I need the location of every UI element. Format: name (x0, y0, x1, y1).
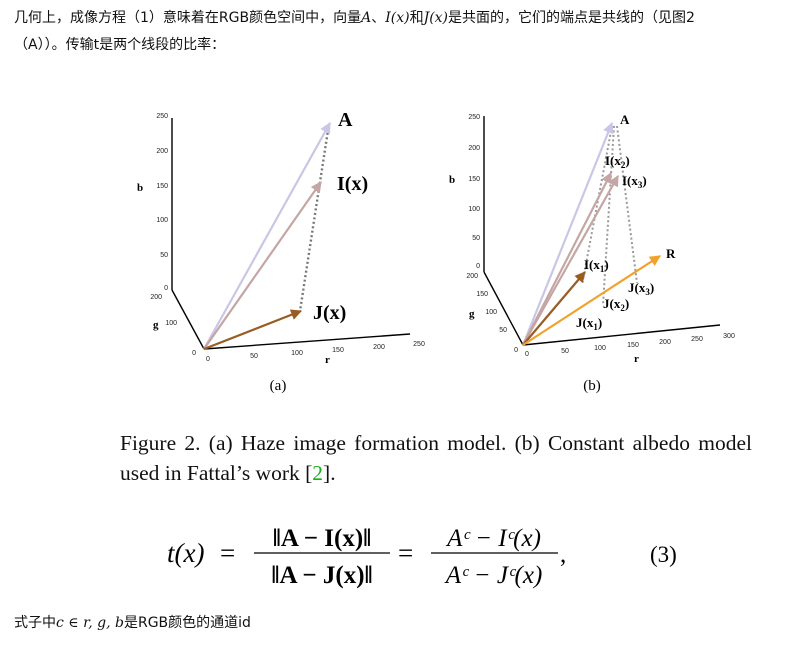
r-tick: 250 (691, 336, 703, 343)
r-tick: 300 (723, 333, 735, 340)
vector-a-symbol: A (361, 10, 372, 26)
numerator-2: Aᶜ − Iᶜ(x) (445, 525, 541, 552)
axis-r-label: r (325, 354, 330, 366)
b-tick: 250 (156, 113, 168, 120)
axis-r-label: r (634, 353, 639, 365)
r-tick: 0 (525, 351, 529, 358)
r-tick: 200 (659, 339, 671, 346)
r-tick: 100 (291, 350, 303, 357)
label-i: I(x) (337, 173, 368, 195)
axis-b-label: b (449, 174, 455, 186)
label-i-x1: I(x1) (584, 257, 609, 274)
axis-g (483, 271, 524, 346)
b-tick: 200 (156, 148, 168, 155)
b-tick: 0 (164, 285, 168, 292)
r-tick: 150 (627, 342, 639, 349)
numerator-1: ‖A − I(x)‖ (273, 525, 372, 552)
axis-g (171, 289, 205, 350)
b-tick: 100 (468, 206, 480, 213)
denominator-2: Aᶜ − Jᶜ(x) (444, 562, 543, 589)
b-tick: 50 (160, 252, 168, 259)
airlight-vector (203, 122, 331, 350)
figure-caption: Figure 2. (a) Haze image formation model… (120, 431, 752, 485)
g-tick: 50 (499, 327, 507, 334)
label-a: A (338, 109, 353, 131)
hazy-vector (203, 181, 322, 350)
dotted-line (298, 123, 331, 312)
citation-link[interactable]: 2 (312, 461, 324, 485)
paragraph-line-2: （A））。传输t是两个线段的比率： (14, 37, 226, 53)
hazy-vector (522, 172, 612, 346)
g-tick: 150 (476, 291, 488, 298)
panel-a-label: (a) (270, 378, 287, 394)
r-tick: 150 (332, 347, 344, 354)
g-tick: 0 (514, 347, 518, 354)
label-j: J(x) (313, 302, 346, 324)
axis-g-label: g (153, 319, 159, 331)
label-i-x3: I(x3) (622, 173, 647, 190)
equation-number: (3) (650, 542, 677, 567)
vector-i-symbol: I(x) (385, 10, 410, 26)
equation-3: t(x) = ‖A − I(x)‖ ‖A − J(x)‖ = Aᶜ − Iᶜ(x… (167, 525, 677, 589)
dotted-line (602, 125, 615, 306)
b-tick: 150 (468, 176, 480, 183)
equals-sign: = (398, 538, 413, 568)
r-tick: 250 (413, 341, 425, 348)
figure-2: 250 200 150 100 50 0 200 100 0 0 50 100 … (137, 109, 735, 394)
g-tick: 200 (150, 294, 162, 301)
g-tick: 100 (485, 309, 497, 316)
b-tick: 150 (156, 183, 168, 190)
b-tick: 50 (472, 235, 480, 242)
panel-a: 250 200 150 100 50 0 200 100 0 0 50 100 … (137, 109, 425, 394)
b-tick: 200 (468, 145, 480, 152)
b-tick: 250 (468, 114, 480, 121)
axis-b-label: b (137, 182, 143, 194)
g-tick: 200 (466, 273, 478, 280)
r-tick: 50 (250, 353, 258, 360)
panel-b-label: (b) (583, 378, 601, 394)
label-j-x2: J(x2) (603, 296, 629, 313)
hazy-vector (522, 175, 619, 346)
dotted-line (616, 125, 638, 284)
r-tick: 0 (206, 356, 210, 363)
channel-formula: c ∈ r, g, b (56, 615, 124, 631)
paragraph-line-3: 式子中c ∈ r, g, b是RGB颜色的通道id (14, 615, 251, 631)
paragraph-line-1: 几何上，成像方程（1）意味着在RGB颜色空间中，向量A、I(x)和J(x)是共面… (14, 10, 695, 26)
label-r: R (666, 246, 676, 261)
label-a: A (620, 112, 630, 127)
airlight-vector (521, 121, 614, 346)
denominator-1: ‖A − J(x)‖ (271, 562, 372, 589)
scene-vector (522, 271, 586, 346)
axis-r (203, 333, 411, 350)
g-tick: 0 (192, 350, 196, 357)
scene-vector (522, 255, 661, 346)
g-tick: 100 (165, 320, 177, 327)
label-i-x2: I(x2) (605, 153, 630, 170)
label-j-x3: J(x3) (628, 280, 654, 297)
axis-g-label: g (469, 308, 475, 320)
equals-sign: = (220, 538, 235, 568)
r-tick: 100 (594, 345, 606, 352)
b-tick: 0 (476, 263, 480, 270)
vector-j-symbol: J(x) (423, 10, 449, 26)
label-j-x1: J(x1) (576, 315, 602, 332)
r-tick: 200 (373, 344, 385, 351)
r-tick: 50 (561, 348, 569, 355)
scene-vector (203, 309, 303, 351)
panel-b: 250 200 150 100 50 0 200 150 100 50 0 0 … (449, 112, 735, 394)
equation-lhs: t(x) (167, 538, 204, 568)
axis-r (522, 324, 721, 346)
equation-comma: , (560, 541, 566, 568)
b-tick: 100 (156, 217, 168, 224)
